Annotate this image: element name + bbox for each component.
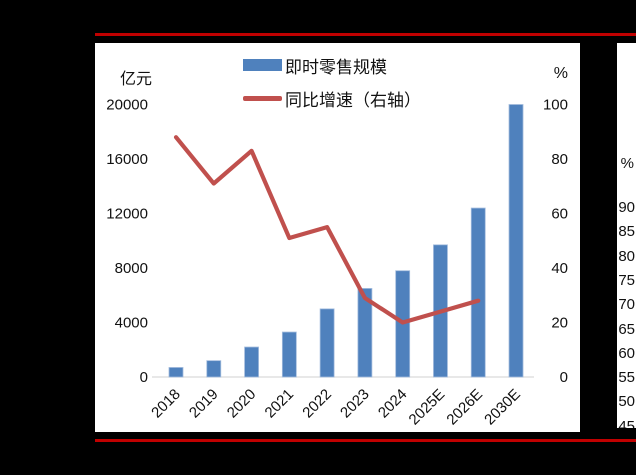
left-axis-tick: 12000 xyxy=(106,206,148,223)
side-axis-tick: 45 xyxy=(618,417,635,428)
side-axis-tick: 55 xyxy=(618,369,635,387)
bar-2026E xyxy=(470,207,486,378)
chart-legend: 即时零售规模 同比增速（右轴） xyxy=(243,53,421,110)
legend-label: 即时零售规模 xyxy=(285,57,387,77)
left-axis-tick: 0 xyxy=(140,369,148,386)
x-axis-label-2026E: 2026E xyxy=(443,386,486,429)
right-axis-unit: % xyxy=(553,65,568,82)
left-axis-tick: 4000 xyxy=(115,315,148,332)
side-axis-tick: 70 xyxy=(618,296,635,314)
x-axis-label-2019: 2019 xyxy=(186,386,222,422)
x-axis-label-2023: 2023 xyxy=(337,386,373,422)
growth-rate-line xyxy=(173,135,481,325)
right-axis-tick: 40 xyxy=(551,260,568,277)
side-axis-tick: 50 xyxy=(618,393,635,411)
right-axis-tick: 20 xyxy=(551,315,568,332)
bottom-red-divider xyxy=(95,439,636,442)
side-axis-tick: 90 xyxy=(618,199,635,216)
left-axis-tick: 16000 xyxy=(106,151,148,168)
main-chart-panel: 0 4000 8000 12000 16000 20000 0 20 40 60 80 100 2018… xyxy=(95,43,580,432)
adjacent-chart-panel: % 90 85 80 75 70 65 60 55 50 45 xyxy=(617,43,636,428)
legend-item-bar-series: 即时零售规模 xyxy=(243,53,421,77)
side-axis-unit: % xyxy=(620,155,634,172)
x-axis-label-2018: 2018 xyxy=(148,386,184,422)
bar-2021 xyxy=(281,331,297,378)
bar-series-swatch-icon xyxy=(243,59,282,71)
right-axis-tick: 60 xyxy=(551,206,568,223)
x-axis-label-2020: 2020 xyxy=(224,386,260,422)
bar-2030E xyxy=(508,104,524,378)
bar-2023 xyxy=(357,288,373,378)
x-axis-label-2025E: 2025E xyxy=(406,386,449,429)
legend-item-line-series: 同比增速（右轴） xyxy=(243,86,421,110)
line-series-swatch-icon xyxy=(243,95,282,101)
bar-2022 xyxy=(319,308,335,378)
right-axis-tick: 80 xyxy=(551,151,568,168)
side-axis-tick: 60 xyxy=(618,344,635,362)
x-axis-label-2021: 2021 xyxy=(262,386,298,422)
top-red-divider xyxy=(95,33,636,36)
side-axis-tick: 65 xyxy=(618,320,635,338)
side-axis-tick: 85 xyxy=(618,223,635,241)
right-axis-tick: 100 xyxy=(543,97,568,114)
x-axis-label-2022: 2022 xyxy=(299,386,335,422)
bar-line-chart: 0 4000 8000 12000 16000 20000 0 20 40 60 80 100 2018… xyxy=(106,97,568,429)
x-axis-label-2030E: 2030E xyxy=(481,386,524,429)
bar-2018 xyxy=(168,367,184,378)
left-axis-tick: 8000 xyxy=(115,260,148,277)
side-axis-tick: 75 xyxy=(618,271,635,289)
bar-2019 xyxy=(206,360,222,378)
side-axis-tick: 80 xyxy=(618,247,635,265)
left-axis-tick: 20000 xyxy=(106,97,148,114)
left-axis-unit: 亿元 xyxy=(120,71,153,88)
right-axis-tick: 0 xyxy=(560,369,568,386)
bar-2020 xyxy=(244,346,259,378)
legend-label: 同比增速（右轴） xyxy=(285,90,421,110)
